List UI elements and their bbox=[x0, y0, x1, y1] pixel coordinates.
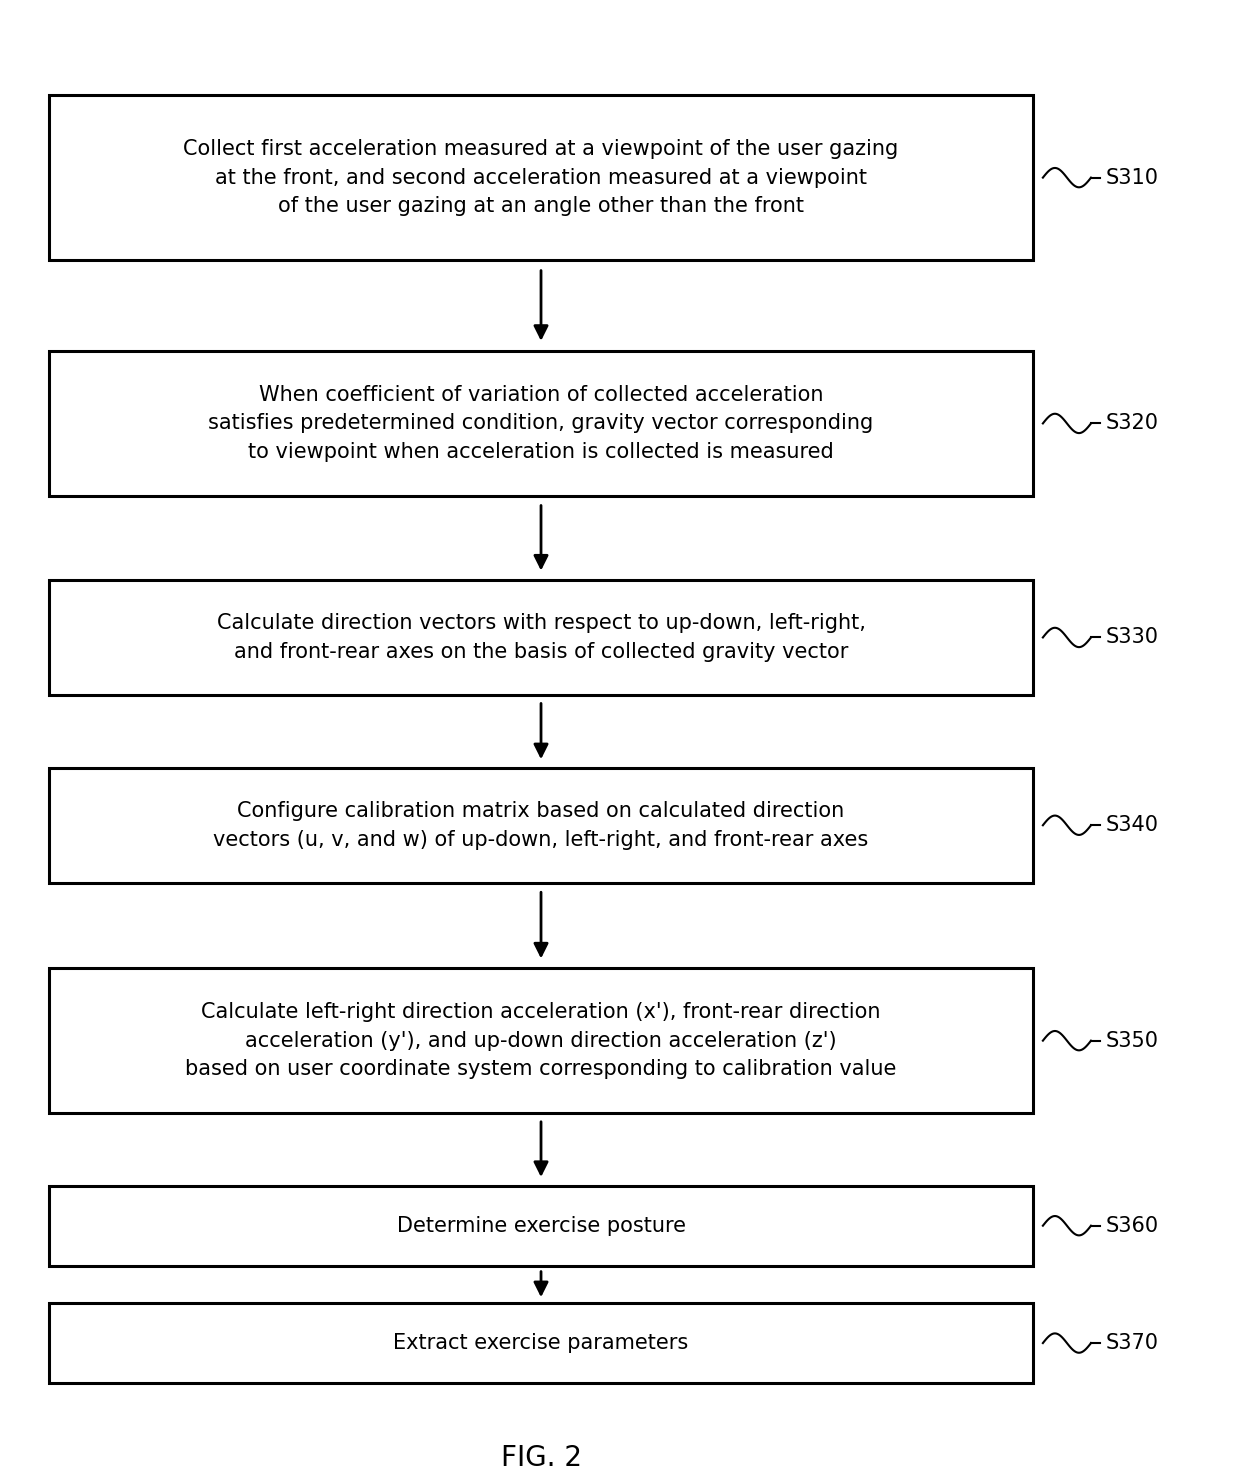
Text: Determine exercise posture: Determine exercise posture bbox=[397, 1216, 686, 1235]
Text: Configure calibration matrix based on calculated direction
vectors (u, v, and w): Configure calibration matrix based on ca… bbox=[213, 801, 869, 849]
Bar bbox=[48, 580, 1033, 695]
Text: S320: S320 bbox=[1106, 413, 1159, 433]
Text: Calculate direction vectors with respect to up-down, left-right,
and front-rear : Calculate direction vectors with respect… bbox=[217, 613, 866, 663]
Bar bbox=[48, 1185, 1033, 1266]
Text: S360: S360 bbox=[1106, 1216, 1159, 1235]
Text: S340: S340 bbox=[1106, 815, 1159, 836]
Text: S350: S350 bbox=[1106, 1031, 1159, 1050]
Bar bbox=[48, 95, 1033, 260]
Bar bbox=[48, 968, 1033, 1114]
Text: S310: S310 bbox=[1106, 167, 1159, 188]
Text: Extract exercise parameters: Extract exercise parameters bbox=[393, 1332, 688, 1353]
Bar bbox=[48, 768, 1033, 883]
Bar bbox=[48, 1303, 1033, 1384]
Bar bbox=[48, 351, 1033, 497]
Text: S370: S370 bbox=[1106, 1332, 1159, 1353]
Text: Collect first acceleration measured at a viewpoint of the user gazing
at the fro: Collect first acceleration measured at a… bbox=[184, 140, 899, 216]
Text: S330: S330 bbox=[1106, 627, 1159, 648]
Text: FIG. 2: FIG. 2 bbox=[501, 1444, 582, 1469]
Text: When coefficient of variation of collected acceleration
satisfies predetermined : When coefficient of variation of collect… bbox=[208, 385, 874, 463]
Text: Calculate left-right direction acceleration (x'), front-rear direction
accelerat: Calculate left-right direction accelerat… bbox=[185, 1002, 897, 1080]
